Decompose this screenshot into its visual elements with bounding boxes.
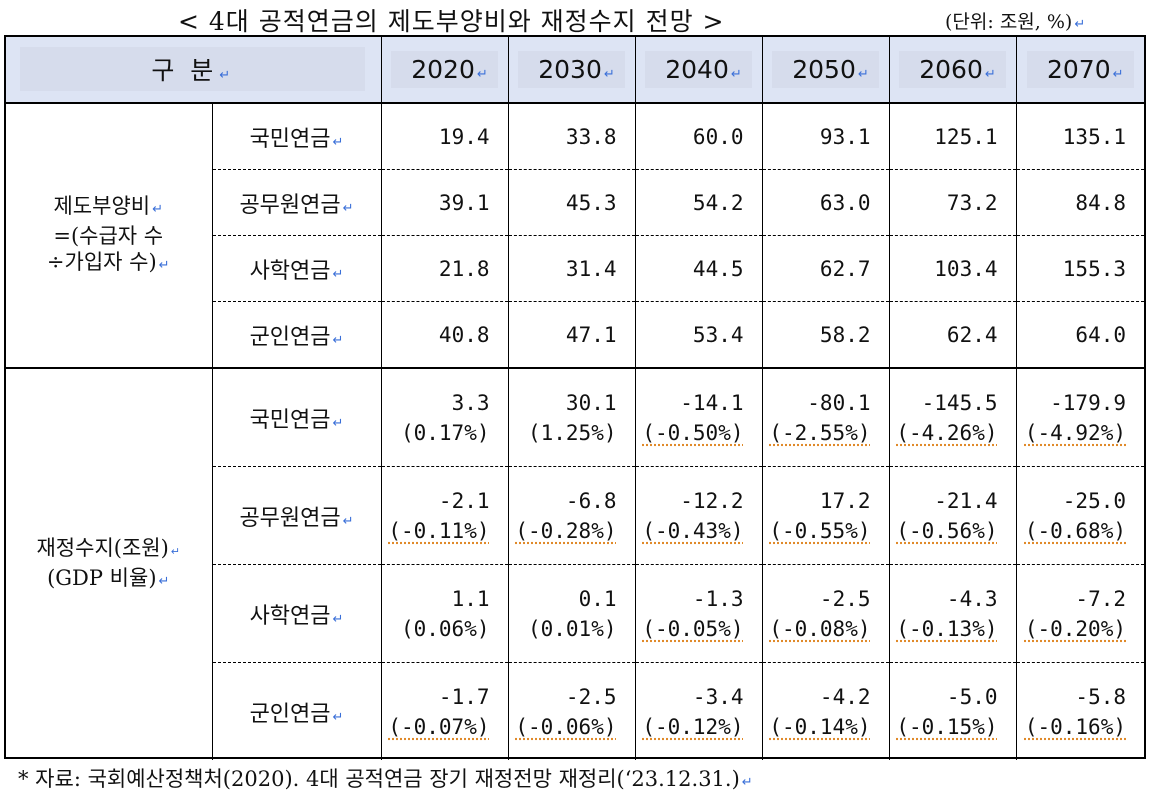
cell-value: 19.4 <box>381 103 509 170</box>
cell-value: 30.1 (1.25%) <box>508 367 636 467</box>
table-row: 사학연금 ↵ 1.1 (0.06%) 0.1 (0.01%) -1.3 (-0.05%)… <box>5 564 1144 663</box>
cell-value: -21.4 (-0.56%) <box>889 466 1017 565</box>
source-note: * 자료: 국회예산정책처(2020). 4대 공적연금 장기 재정전망 재정리… <box>18 767 753 791</box>
table-row: 제도부양비 ↵ =(수급자 수 ÷가입자 수) ↵ 국민연금 ↵ 19.4 33.8 … <box>5 103 1144 368</box>
cell-value: 45.3 <box>508 169 636 236</box>
table-row: 사학연금 ↵ 21.8 31.4 44.5 62.7 103.4 155.3 <box>5 235 1144 302</box>
row-label: 군인연금 ↵ <box>212 301 382 368</box>
cell-value: 125.1 <box>889 103 1017 170</box>
cell-value: 60.0 <box>635 103 763 170</box>
table-row: 공무원연금 ↵ -2.1 (-0.11%) -6.8 (-0.28%) -12.2 (-… <box>5 466 1144 565</box>
cell-value: -1.7 (-0.07%) <box>381 662 509 760</box>
cell-value: -145.5 (-4.26%) <box>889 367 1017 467</box>
cell-value: 1.1 (0.06%) <box>381 564 509 663</box>
cell-value: -179.9 (-4.92%) <box>1016 367 1144 467</box>
row-label: 사학연금 ↵ <box>212 564 382 663</box>
cell-value: -4.3 (-0.13%) <box>889 564 1017 663</box>
cell-value: 21.8 <box>381 235 509 302</box>
cell-value: 3.3 (0.17%) <box>381 367 509 467</box>
cell-value: -2.5 (-0.08%) <box>762 564 890 663</box>
cell-value: 63.0 <box>762 169 890 236</box>
cell-value: 103.4 <box>889 235 1017 302</box>
cell-value: 155.3 <box>1016 235 1144 302</box>
cell-value: 73.2 <box>889 169 1017 236</box>
cell-value: -4.2 (-0.14%) <box>762 662 890 760</box>
header-year: 2020 ↵ <box>380 36 508 104</box>
cell-value: 84.8 <box>1016 169 1144 236</box>
cell-value: 64.0 <box>1016 301 1144 368</box>
cell-value: 93.1 <box>762 103 890 170</box>
section-label-dependency: 제도부양비 ↵ =(수급자 수 ÷가입자 수) ↵ <box>5 103 213 368</box>
row-label: 사학연금 ↵ <box>212 235 382 302</box>
cell-value: 62.4 <box>889 301 1017 368</box>
table-row: 재정수지(조원) ↵ (GDP 비율) ↵ 국민연금 ↵ 3.3 (0.17%) 30.… <box>5 367 1144 760</box>
cell-value: -5.0 (-0.15%) <box>889 662 1017 760</box>
cell-value: 54.2 <box>635 169 763 236</box>
cell-value: 62.7 <box>762 235 890 302</box>
cell-value: -1.3 (-0.05%) <box>635 564 763 663</box>
cell-value: 40.8 <box>381 301 509 368</box>
cell-value: -5.8 (-0.16%) <box>1016 662 1144 760</box>
cell-value: 31.4 <box>508 235 636 302</box>
header-year: 2060 ↵ <box>888 36 1016 104</box>
row-label: 군인연금 ↵ <box>212 662 382 760</box>
header-year: 2070 ↵ <box>1015 36 1144 104</box>
cell-value: 53.4 <box>635 301 763 368</box>
cell-value: -2.1 (-0.11%) <box>381 466 509 565</box>
cell-value: -25.0 (-0.68%) <box>1016 466 1144 565</box>
cell-value: -6.8 (-0.28%) <box>508 466 636 565</box>
cell-value: -3.4 (-0.12%) <box>635 662 763 760</box>
cell-value: 47.1 <box>508 301 636 368</box>
cell-value: -7.2 (-0.20%) <box>1016 564 1144 663</box>
row-label: 국민연금 ↵ <box>212 103 382 170</box>
header-row: 구 분 ↵ 2020 ↵ 2030 ↵ 2040 ↵ 2050 ↵ 2060 ↵ 2070 ↵ <box>5 36 1144 104</box>
table-row: 공무원연금 ↵ 39.1 45.3 54.2 63.0 73.2 84.8 <box>5 169 1144 236</box>
header-year: 2050 ↵ <box>761 36 889 104</box>
cell-value: -14.1 (-0.50%) <box>635 367 763 467</box>
header-category: 구 분 ↵ <box>5 36 381 104</box>
cell-value: 0.1 (0.01%) <box>508 564 636 663</box>
cell-value: -2.5 (-0.06%) <box>508 662 636 760</box>
cell-value: 58.2 <box>762 301 890 368</box>
table-row: 군인연금 ↵ -1.7 (-0.07%) -2.5 (-0.06%) -3.4 (-0.… <box>5 662 1144 760</box>
header-year: 2030 ↵ <box>507 36 635 104</box>
row-label: 공무원연금 ↵ <box>212 169 382 236</box>
cell-value: 39.1 <box>381 169 509 236</box>
section-label-balance: 재정수지(조원) ↵ (GDP 비율) ↵ <box>5 367 213 760</box>
pension-table: 구 분 ↵ 2020 ↵ 2030 ↵ 2040 ↵ 2050 ↵ 2060 ↵ 2070 ↵… <box>5 36 1144 760</box>
paragraph-mark-icon: ↵ <box>1074 17 1086 32</box>
header-year: 2040 ↵ <box>634 36 762 104</box>
cell-value: -80.1 (-2.55%) <box>762 367 890 467</box>
cell-value: 135.1 <box>1062 124 1126 149</box>
row-label: 공무원연금 ↵ <box>212 466 382 565</box>
cell-value: -12.2 (-0.43%) <box>635 466 763 565</box>
cell-value: 44.5 <box>635 235 763 302</box>
row-label: 국민연금 ↵ <box>212 367 382 467</box>
table-row: 군인연금 ↵ 40.8 47.1 53.4 58.2 62.4 64.0 <box>5 301 1144 368</box>
table-title: < 4대 공적연금의 제도부양비와 재정수지 전망 > <box>178 7 725 36</box>
cell-value: 33.8 <box>508 103 636 170</box>
unit-note: (단위: 조원, %) ↵ <box>945 11 1086 33</box>
cell-value: 17.2 (-0.55%) <box>762 466 890 565</box>
